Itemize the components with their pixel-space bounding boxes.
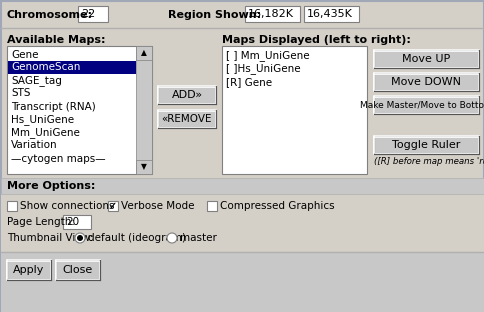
Text: Toggle Ruler: Toggle Ruler bbox=[392, 140, 460, 150]
Bar bbox=[373, 136, 478, 154]
Circle shape bbox=[75, 233, 85, 243]
Bar bbox=[207, 201, 216, 211]
Text: Hs_UniGene: Hs_UniGene bbox=[11, 114, 74, 125]
Bar bbox=[136, 160, 151, 174]
Text: 20: 20 bbox=[66, 217, 79, 227]
Text: Make Master/Move to Bottom: Make Master/Move to Bottom bbox=[360, 100, 484, 110]
Bar bbox=[158, 110, 215, 128]
Text: Available Maps:: Available Maps: bbox=[7, 35, 106, 45]
Text: [ ]Hs_UniGene: [ ]Hs_UniGene bbox=[226, 64, 300, 75]
Text: Thumbnail View:: Thumbnail View: bbox=[7, 233, 93, 243]
Text: STS: STS bbox=[11, 89, 30, 99]
Text: —cytogen maps—: —cytogen maps— bbox=[11, 154, 106, 163]
Bar bbox=[7, 201, 17, 211]
Text: Gene: Gene bbox=[11, 50, 38, 60]
Text: Move DOWN: Move DOWN bbox=[391, 77, 461, 87]
Bar bbox=[108, 201, 118, 211]
Text: Verbose Mode: Verbose Mode bbox=[121, 201, 194, 211]
Bar bbox=[244, 6, 300, 22]
Bar bbox=[303, 6, 358, 22]
Text: default (ideogram): default (ideogram) bbox=[88, 233, 186, 243]
Text: Transcript (RNA): Transcript (RNA) bbox=[11, 101, 95, 111]
Bar bbox=[8, 61, 136, 74]
Bar bbox=[7, 260, 51, 280]
Bar bbox=[222, 46, 366, 174]
Bar bbox=[56, 260, 100, 280]
Text: Maps Displayed (left to right):: Maps Displayed (left to right): bbox=[222, 35, 410, 45]
Circle shape bbox=[166, 233, 177, 243]
Text: Variation: Variation bbox=[11, 140, 58, 150]
Bar bbox=[1, 252, 483, 312]
Text: ADD»: ADD» bbox=[171, 90, 202, 100]
Bar bbox=[7, 260, 51, 280]
Bar bbox=[56, 260, 100, 280]
Bar bbox=[78, 6, 108, 22]
Text: 22: 22 bbox=[81, 9, 95, 19]
Text: Apply: Apply bbox=[13, 265, 45, 275]
Bar bbox=[158, 86, 215, 104]
Text: More Options:: More Options: bbox=[7, 181, 95, 191]
Bar bbox=[373, 96, 478, 114]
Bar bbox=[373, 96, 478, 114]
Text: Chromosome:: Chromosome: bbox=[7, 10, 93, 20]
Bar bbox=[1, 178, 483, 194]
Text: Close: Close bbox=[63, 265, 93, 275]
Text: SAGE_tag: SAGE_tag bbox=[11, 75, 62, 86]
Bar bbox=[373, 136, 478, 154]
Text: ✓: ✓ bbox=[109, 202, 117, 212]
Text: ✓: ✓ bbox=[109, 202, 117, 212]
Bar bbox=[1, 194, 483, 278]
Bar bbox=[373, 50, 478, 68]
Text: 16,435K: 16,435K bbox=[306, 9, 352, 19]
Bar bbox=[158, 110, 215, 128]
Bar bbox=[63, 215, 91, 229]
Bar bbox=[373, 73, 478, 91]
Text: «REMOVE: «REMOVE bbox=[162, 114, 212, 124]
Text: ▼: ▼ bbox=[141, 163, 147, 172]
Text: ([R] before map means 'ruler set'): ([R] before map means 'ruler set') bbox=[373, 158, 484, 167]
Text: Move UP: Move UP bbox=[402, 54, 450, 64]
Text: Compressed Graphics: Compressed Graphics bbox=[220, 201, 334, 211]
Text: [ ] Mm_UniGene: [ ] Mm_UniGene bbox=[226, 51, 309, 61]
Bar bbox=[373, 50, 478, 68]
Bar bbox=[136, 46, 151, 174]
Text: Region Shown:: Region Shown: bbox=[167, 10, 260, 20]
Text: 16,182K: 16,182K bbox=[247, 9, 293, 19]
Text: master: master bbox=[180, 233, 216, 243]
Circle shape bbox=[77, 235, 83, 241]
Text: Page Length:: Page Length: bbox=[7, 217, 75, 227]
Text: Mm_UniGene: Mm_UniGene bbox=[11, 127, 80, 138]
Text: [R] Gene: [R] Gene bbox=[226, 77, 272, 87]
Text: GenomeScan: GenomeScan bbox=[11, 62, 80, 72]
Bar bbox=[373, 73, 478, 91]
Bar bbox=[7, 46, 151, 174]
Text: Show connections: Show connections bbox=[20, 201, 114, 211]
Bar bbox=[158, 86, 215, 104]
Text: ▲: ▲ bbox=[141, 48, 147, 57]
Bar bbox=[136, 46, 151, 60]
